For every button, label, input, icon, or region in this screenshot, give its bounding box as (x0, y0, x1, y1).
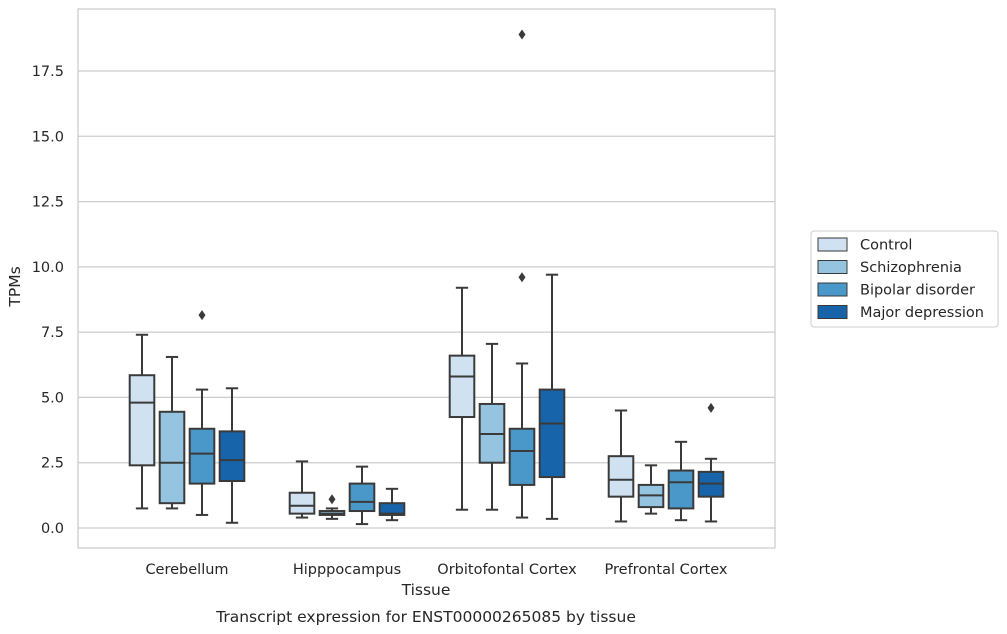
legend-label: Bipolar disorder (860, 283, 975, 299)
x-tick-labels: Cerebellum Hipppocampus Orbitofontal Corte… (145, 562, 727, 578)
box-iqr (538, 388, 566, 479)
outlier-point (707, 402, 715, 413)
legend: Control Schizophrenia Bipolar disorder Majo… (810, 230, 999, 328)
legend-label: Major depression (860, 305, 984, 321)
outlier-point (198, 310, 206, 321)
y-tick-label: 2.5 (41, 456, 64, 472)
legend-frame (810, 230, 999, 328)
box-schizophrenia-orbitofontal-cortex (478, 342, 506, 511)
box-iqr (378, 502, 406, 516)
x-tick-label: Orbitofontal Cortex (437, 562, 577, 578)
outlier-point (518, 272, 526, 283)
y-tick-label: 15.0 (32, 129, 64, 145)
x-axis-label: Tissue (401, 581, 451, 599)
box-control-prefrontal-cortex (607, 409, 635, 523)
box-bipolar-disorder-orbitofontal-cortex (508, 29, 536, 519)
x-tick-label: Hipppocampus (293, 562, 401, 578)
legend-swatch (817, 305, 848, 319)
y-tick-label: 0.0 (41, 521, 64, 537)
y-tick-label: 17.5 (32, 64, 64, 80)
legend-label: Control (860, 238, 912, 254)
box-iqr (607, 455, 635, 498)
outlier-point (328, 494, 336, 505)
box-iqr (508, 427, 536, 486)
box-control-hipppocampus (288, 460, 316, 519)
legend-swatch (817, 260, 848, 274)
legend-swatch (817, 237, 848, 252)
box-iqr (188, 427, 216, 485)
box-iqr (288, 491, 316, 515)
box-iqr (667, 469, 695, 510)
y-tick-labels: 0.0 2.5 5.0 7.5 10.0 12.5 15.0 17.5 (32, 64, 64, 537)
box-iqr (348, 482, 376, 513)
box-iqr (448, 354, 476, 419)
box-iqr (128, 374, 156, 467)
box-iqr (158, 410, 186, 505)
box-iqr (218, 430, 246, 482)
box-major-depression-prefrontal-cortex (697, 402, 725, 523)
box-major-depression-cerebellum (218, 387, 246, 524)
x-tick-label: Prefrontal Cortex (605, 562, 728, 578)
x-tick-label: Cerebellum (145, 562, 228, 578)
y-tick-label: 10.0 (32, 260, 64, 276)
box-schizophrenia-hipppocampus (318, 494, 346, 520)
box-series (128, 29, 725, 526)
y-tick-label: 7.5 (41, 325, 64, 341)
legend-swatch (817, 282, 848, 297)
chart-caption: Transcript expression for ENST0000026508… (215, 608, 636, 626)
box-schizophrenia-cerebellum (158, 355, 186, 510)
box-bipolar-disorder-cerebellum (188, 310, 216, 516)
box-bipolar-disorder-prefrontal-cortex (667, 440, 695, 522)
legend-label: Schizophrenia (860, 260, 962, 276)
y-axis-label: TPMs (6, 266, 24, 307)
box-major-depression-hipppocampus (378, 487, 406, 522)
box-control-orbitofontal-cortex (448, 286, 476, 511)
y-tick-label: 5.0 (41, 390, 64, 406)
box-schizophrenia-prefrontal-cortex (637, 464, 665, 515)
box-major-depression-orbitofontal-cortex (538, 273, 566, 520)
box-control-cerebellum (128, 333, 156, 510)
box-bipolar-disorder-hipppocampus (348, 465, 376, 526)
outlier-point (518, 29, 526, 40)
plot-area-frame (77, 8, 776, 549)
y-tick-label: 12.5 (32, 195, 64, 211)
